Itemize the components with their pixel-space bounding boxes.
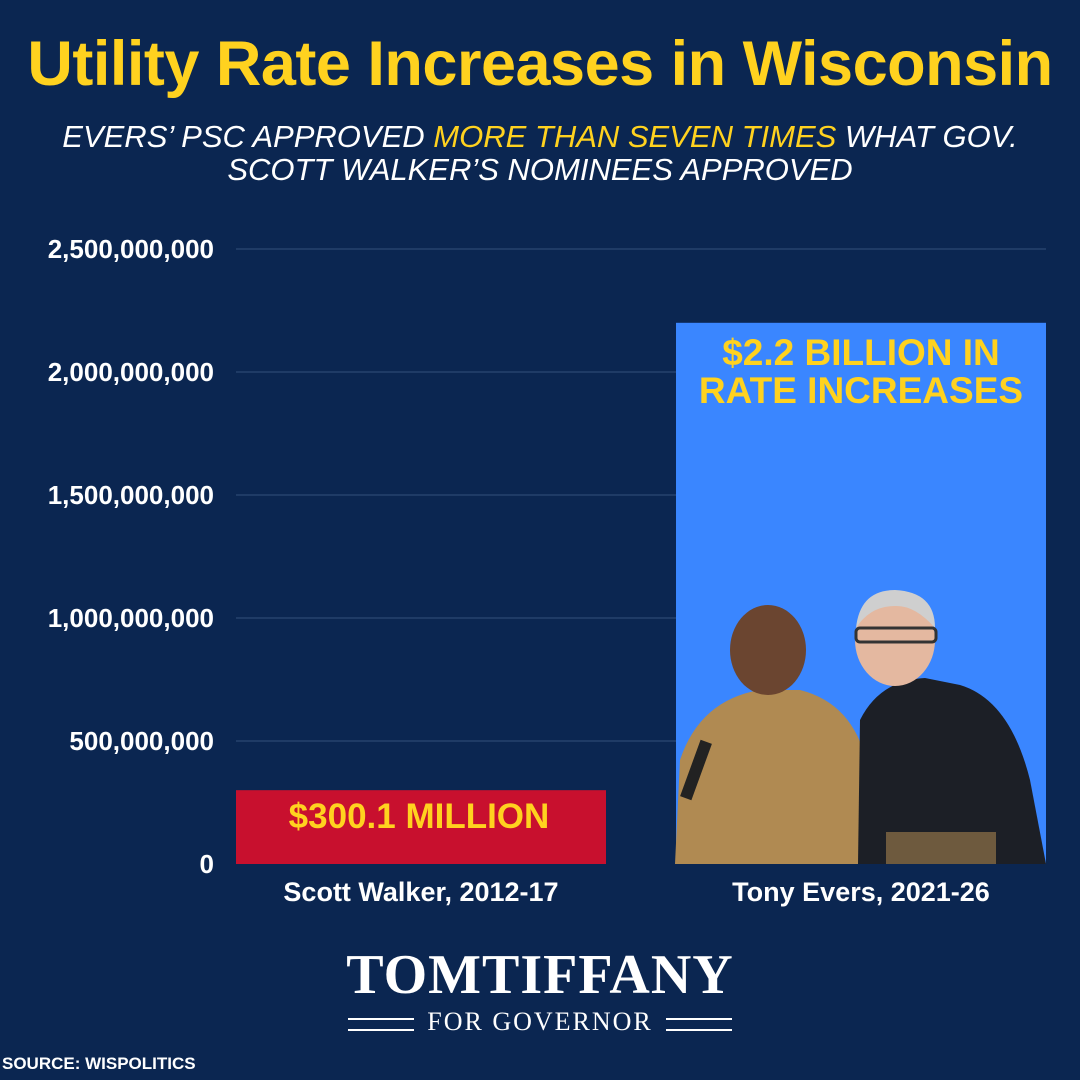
candidates-photo: [675, 590, 1046, 864]
y-tick-label: 1,500,000,000: [48, 480, 214, 510]
microphone-icon: [680, 739, 712, 801]
x-category-label: Tony Evers, 2021-26: [732, 877, 990, 907]
campaign-logo: TOMTIFFANY FOR GOVERNOR: [340, 945, 740, 1037]
logo-rule-left: [348, 1018, 414, 1031]
y-tick-label: 500,000,000: [69, 726, 214, 756]
bar-chart: 0 500,000,000 1,000,000,000 1,500,000,000 2,…: [48, 234, 1046, 907]
person-hair: [856, 590, 935, 628]
person-jacket: [675, 690, 880, 864]
logo-rule-right: [666, 1018, 732, 1031]
y-tick-label: 1,000,000,000: [48, 603, 214, 633]
person-jacket: [858, 678, 1046, 864]
bar-data-label: $2.2 BILLION IN: [722, 332, 1000, 373]
clipboard: [886, 832, 996, 864]
bar: [236, 790, 606, 864]
person-head: [730, 605, 806, 695]
x-category-label: Scott Walker, 2012-17: [283, 877, 558, 907]
bar-data-label: RATE INCREASES: [699, 370, 1023, 411]
logo-tagline: FOR GOVERNOR: [427, 1007, 653, 1036]
y-tick-label: 0: [200, 849, 214, 879]
y-tick-label: 2,500,000,000: [48, 234, 214, 264]
y-tick-label: 2,000,000,000: [48, 357, 214, 387]
page-title: Utility Rate Increases in Wisconsin: [27, 29, 1053, 99]
glasses-icon: [854, 626, 938, 644]
logo-tagline-row: FOR GOVERNOR: [340, 1007, 740, 1037]
subtitle-highlight: MORE THAN SEVEN TIMES: [433, 119, 837, 154]
person-head: [855, 594, 935, 686]
page-subtitle: EVERS’ PSC APPROVED MORE THAN SEVEN TIME…: [30, 120, 1050, 186]
subtitle-part-1: EVERS’ PSC APPROVED: [62, 119, 434, 154]
logo-name: TOMTIFFANY: [346, 944, 734, 1006]
source-note: SOURCE: WISPOLITICS: [2, 1054, 196, 1073]
bar-data-label: $300.1 MILLION: [289, 797, 550, 836]
subtitle-part-2: WHAT GOV. SCOTT WALKER’S NOMINEES APPROV…: [227, 119, 1018, 187]
